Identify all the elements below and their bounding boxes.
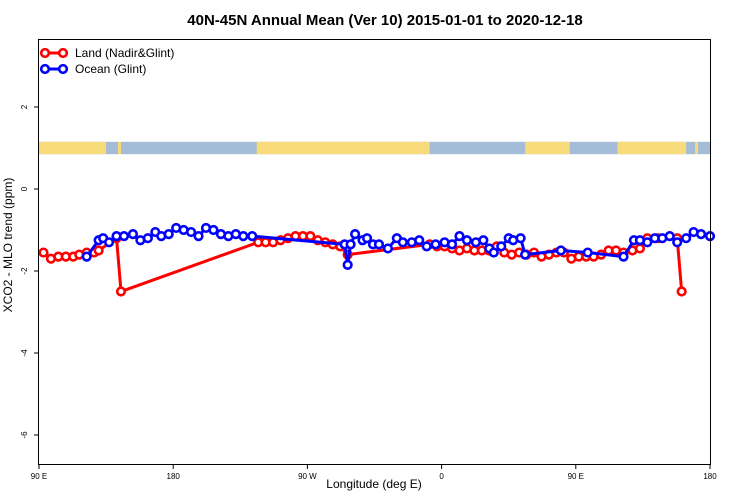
- series-1-point: [582, 247, 593, 258]
- x-tick-label: 90 E: [31, 472, 47, 481]
- legend-item-1: Ocean (Glint): [39, 62, 146, 76]
- series-1-point: [672, 237, 683, 248]
- series-layer: [38, 222, 716, 297]
- series-0-segment: [120, 240, 259, 293]
- series-0-point: [115, 286, 127, 297]
- land-band-0: [39, 141, 107, 155]
- legend-label: Land (Nadir&Glint): [75, 46, 174, 60]
- series-1-point: [461, 235, 473, 246]
- series-1-point: [342, 259, 353, 270]
- land-ocean-strip: [39, 141, 710, 155]
- series-1-point: [454, 231, 465, 242]
- y-tick-label: -6: [20, 431, 29, 439]
- series-1-point: [382, 243, 394, 254]
- x-tick-label: 90 W: [298, 472, 317, 481]
- series-1-point: [247, 231, 258, 242]
- series-1: [81, 222, 716, 270]
- legend: Land (Nadir&Glint) Ocean (Glint): [39, 46, 174, 76]
- land-band-3: [525, 141, 570, 155]
- series-1-segment: [252, 234, 345, 246]
- y-axis-label: XCO2 - MLO trend (ppm): [1, 178, 15, 313]
- series-1-point: [373, 239, 385, 250]
- x-tick-label: 180: [703, 472, 717, 481]
- series-1-point: [488, 247, 499, 258]
- y-tick-label: 0: [20, 186, 29, 191]
- y-tick-label: -2: [20, 267, 29, 275]
- series-1-point: [555, 245, 566, 256]
- land-band-4: [617, 141, 687, 155]
- series-1-point: [642, 237, 653, 248]
- legend-marker: [39, 47, 51, 59]
- series-1-point: [350, 229, 361, 240]
- series-0-point: [93, 245, 104, 256]
- series-1-point: [118, 231, 130, 242]
- series-0-segment: [115, 238, 123, 292]
- y-tick-label: -4: [20, 349, 29, 357]
- series-1-point: [238, 231, 249, 242]
- series-1-point: [430, 239, 441, 250]
- x-tick-label: 0: [439, 472, 444, 481]
- series-1-point: [681, 233, 692, 244]
- x-axis: 90 E 180 90 W 0 90 E 180: [31, 464, 717, 481]
- series-1-segment: [587, 251, 624, 259]
- series-1-segment: [524, 249, 562, 257]
- series-1-point: [185, 226, 197, 238]
- legend-marker: [39, 63, 51, 75]
- series-1-point: [664, 231, 675, 242]
- x-tick-label: 180: [167, 472, 181, 481]
- plot-frame: [38, 39, 711, 465]
- legend-label: Ocean (Glint): [75, 62, 146, 76]
- series-1-point: [478, 235, 489, 246]
- land-band-5: [695, 141, 699, 155]
- series-1-point: [446, 239, 458, 250]
- series-1-point: [208, 224, 219, 236]
- y-tick-label: 2: [20, 104, 29, 109]
- series-0-point: [676, 286, 687, 297]
- legend-item-0: Land (Nadir&Glint): [39, 46, 174, 60]
- series-1-point: [163, 229, 174, 240]
- series-1-point: [127, 229, 139, 240]
- x-axis-label: Longitude (deg E): [326, 477, 421, 491]
- series-1-point: [103, 237, 115, 248]
- series-1-point: [193, 231, 204, 242]
- series-1-point: [515, 233, 526, 244]
- series-1-point: [520, 249, 531, 260]
- series-1-point: [618, 251, 629, 262]
- series-1-point: [345, 239, 356, 250]
- chart-title: 40N-45N Annual Mean (Ver 10) 2015-01-01 …: [187, 12, 582, 29]
- series-1-point: [397, 237, 408, 248]
- y-axis: 2 0 -2 -4 -6: [20, 104, 39, 439]
- legend-marker: [57, 63, 69, 75]
- series-0-point: [634, 243, 646, 254]
- series-1-point: [421, 241, 432, 252]
- legend-marker: [57, 47, 69, 59]
- series-0-point: [38, 247, 49, 258]
- land-band-1: [118, 141, 122, 155]
- land-band-2: [256, 141, 430, 155]
- series-1-point: [414, 235, 425, 246]
- series-1-point: [142, 233, 153, 244]
- series-1-point: [81, 251, 92, 262]
- x-tick-label: 90 E: [568, 472, 584, 481]
- series-1-point: [695, 229, 707, 240]
- series-1-point: [361, 233, 373, 244]
- series-1-point: [496, 241, 507, 252]
